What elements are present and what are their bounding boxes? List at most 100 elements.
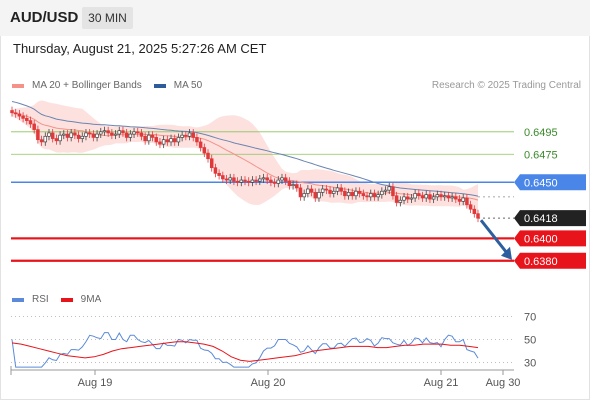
ma50-line — [11, 101, 479, 197]
candle-body — [261, 177, 266, 180]
candle-body — [391, 186, 395, 197]
candle-body — [43, 135, 48, 143]
candle-body — [135, 131, 140, 134]
candle-body — [368, 193, 373, 198]
candle-body — [102, 130, 107, 133]
level-label-0.6495: 0.6495 — [524, 127, 558, 139]
candle-body — [17, 113, 22, 117]
candle-body — [69, 132, 73, 138]
x-tick-label: Aug 19 — [78, 377, 113, 389]
candle-body — [172, 138, 177, 143]
candle-body — [87, 132, 92, 135]
candle-body — [476, 213, 480, 219]
candle-body — [143, 135, 147, 142]
x-tick-label: Aug 30 — [486, 377, 521, 389]
candle-body — [195, 137, 199, 143]
candle-body — [435, 194, 440, 198]
candle-body — [10, 110, 14, 114]
candle-body — [106, 130, 110, 134]
candle-body — [250, 179, 255, 183]
candle-body — [442, 195, 447, 198]
candle-body — [343, 190, 347, 197]
candle-body — [291, 184, 295, 186]
symbol-title: AUD/USD — [10, 9, 79, 26]
level-tag-0.6400 — [514, 230, 586, 247]
candle-body — [324, 188, 329, 191]
candle-body — [276, 179, 281, 184]
candle-body — [313, 192, 318, 199]
candle-body — [468, 204, 473, 210]
rsi-tick-50: 50 — [524, 335, 536, 347]
rsi-tick-70: 70 — [524, 312, 536, 324]
level-label-0.6475: 0.6475 — [524, 149, 558, 161]
candle-body — [128, 133, 133, 138]
candle-body — [402, 196, 406, 201]
candle-body — [472, 208, 477, 215]
candle-body — [25, 118, 29, 121]
candle-body — [246, 180, 251, 183]
candle-body — [65, 133, 70, 138]
candle-body — [376, 194, 380, 198]
rsi-9ma-line — [11, 341, 479, 362]
candle-body — [283, 177, 288, 182]
x-tick-label: Aug 20 — [251, 377, 286, 389]
level-label-0.6450: 0.6450 — [524, 177, 558, 189]
candle-body — [372, 193, 377, 198]
candle-body — [198, 141, 203, 148]
candle-body — [221, 175, 225, 180]
candle-body — [265, 177, 269, 181]
candle-body — [446, 195, 451, 199]
forecast-arrow-shaft — [479, 219, 508, 253]
candle-body — [239, 179, 244, 183]
candle-body — [258, 178, 262, 182]
candle-body — [339, 187, 343, 192]
x-tick-label: Aug 21 — [424, 377, 459, 389]
candle-body — [317, 192, 321, 199]
candle-body — [91, 133, 96, 138]
candle-body — [306, 188, 310, 194]
legend-item-rsi: RSI — [12, 294, 49, 305]
candle-body — [228, 177, 232, 181]
rsi-tick-30: 30 — [524, 358, 536, 370]
candle-body — [113, 133, 118, 136]
candle-body — [387, 186, 391, 191]
bollinger-band — [12, 100, 478, 217]
candle-body — [450, 196, 454, 199]
candle-body — [428, 194, 432, 200]
candle-body — [47, 132, 51, 137]
candle-body — [272, 181, 277, 184]
legend-item-ma20: MA 20 + Bollinger Bands — [12, 80, 142, 91]
candle-body — [309, 188, 314, 193]
candle-body — [184, 134, 188, 137]
candle-body — [213, 167, 218, 174]
datetime-label: Thursday, August 21, 2025 5:27:26 AM CET — [13, 41, 267, 56]
legend-swatch-ma20 — [12, 83, 24, 88]
candle-body — [62, 133, 66, 136]
candle-body — [80, 135, 85, 139]
candle-body — [420, 195, 425, 199]
candle-body — [187, 132, 192, 137]
candle-body — [117, 130, 122, 135]
legend-label-ma20: MA 20 + Bollinger Bands — [32, 80, 142, 91]
candle-body — [350, 192, 355, 197]
candle-body — [357, 190, 362, 194]
main-legend: MA 20 + Bollinger Bands MA 50 — [12, 80, 214, 91]
candle-body — [354, 190, 358, 197]
candle-body — [95, 133, 99, 138]
candle-body — [165, 139, 170, 143]
candle-body — [202, 147, 207, 154]
candle-body — [361, 193, 366, 197]
candle-body — [50, 132, 55, 139]
candle-body — [209, 158, 214, 169]
candle-body — [332, 190, 336, 194]
legend-swatch-rsi — [12, 297, 24, 302]
candle-body — [180, 134, 184, 138]
timeframe-button[interactable]: 30 MIN — [82, 7, 133, 29]
candle-body — [147, 134, 151, 142]
level-label-0.6418: 0.6418 — [524, 213, 558, 225]
candle-body — [21, 115, 25, 119]
candle-body — [461, 197, 465, 202]
legend-label-ma50: MA 50 — [173, 80, 203, 91]
candle-body — [335, 187, 340, 192]
